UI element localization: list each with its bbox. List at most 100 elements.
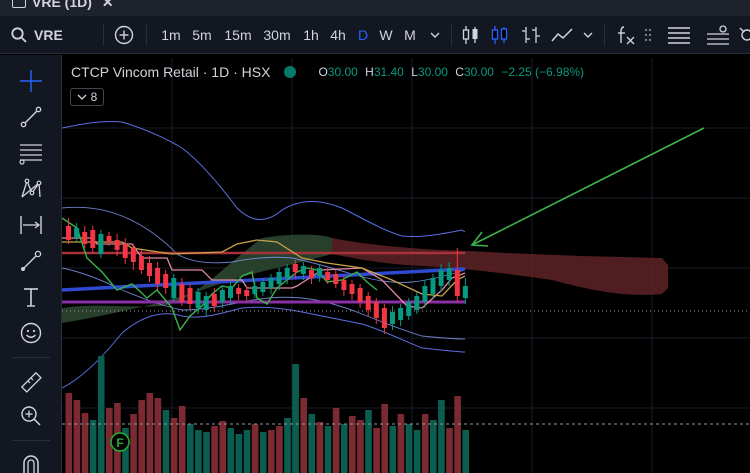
toolbar-divider	[451, 24, 452, 46]
add-symbol-icon	[114, 25, 134, 44]
volume-bar	[170, 418, 178, 473]
symbol-search[interactable]: VRE	[10, 16, 66, 53]
volume-bar	[316, 422, 324, 473]
kijun-line	[62, 239, 466, 297]
chart-pane[interactable]: F CTCP Vincom Retail · 1D · HSX O30.00 H…	[62, 58, 750, 473]
symbol-name: VRE	[34, 26, 63, 43]
candles-button[interactable]	[460, 16, 482, 53]
arrow-annotation[interactable]	[470, 127, 705, 247]
chart-tab-icon	[12, 0, 26, 8]
bars-button[interactable]	[519, 16, 543, 53]
volume-bar	[195, 430, 202, 473]
volume-bar	[389, 426, 397, 473]
top-toolbar: VRE 1m 5m 15m 30m 1h 4h D W M	[0, 16, 750, 54]
interval-1m[interactable]: 1m	[161, 26, 181, 43]
magnet-tool[interactable]	[14, 451, 48, 473]
volume-bar	[454, 396, 461, 473]
volume-bar	[340, 424, 348, 473]
volume-bar	[430, 420, 437, 473]
chart-type-dropdown[interactable]	[581, 16, 595, 53]
candle-body	[74, 228, 80, 238]
line-icon	[551, 27, 573, 41]
candle-body	[284, 268, 290, 278]
volume-bar	[421, 414, 429, 473]
layout-button[interactable]	[704, 16, 732, 53]
pattern-icon	[21, 178, 42, 198]
add-symbol-button[interactable]	[112, 16, 136, 53]
candle-body	[462, 286, 468, 298]
low-label: L	[411, 65, 418, 79]
volume-marker-circle[interactable]	[110, 432, 130, 452]
volume-bar	[73, 400, 81, 473]
drag-handle[interactable]	[642, 16, 654, 53]
ruler-tool[interactable]	[14, 367, 48, 397]
interval-d[interactable]: D	[357, 26, 369, 43]
interval-5m[interactable]: 5m	[192, 26, 212, 43]
volume-bar	[308, 414, 316, 473]
settings-button[interactable]	[738, 16, 750, 53]
volume-bar	[130, 414, 137, 473]
drag-handle-icon	[644, 28, 652, 41]
close-icon[interactable]: ✕	[101, 0, 114, 10]
bollinger-mid-lower	[62, 267, 466, 340]
layout-icon	[707, 24, 729, 45]
candle-body	[268, 278, 274, 288]
menu-button[interactable]	[664, 16, 694, 53]
trend-line-tool[interactable]	[14, 102, 48, 132]
candle-body	[333, 274, 339, 284]
text-tool[interactable]	[14, 282, 48, 312]
interval-m[interactable]: M	[404, 26, 416, 43]
interval-15m[interactable]: 15m	[224, 26, 252, 43]
chart-legend: CTCP Vincom Retail · 1D · HSX O30.00 H31…	[71, 64, 588, 80]
candle-body	[147, 263, 152, 276]
bollinger-upper-band	[62, 121, 466, 237]
toolbar-divider	[604, 24, 605, 46]
volume-bar	[162, 410, 170, 473]
volume-bar	[203, 432, 210, 473]
candle-body	[66, 226, 71, 240]
candle-body	[179, 284, 185, 302]
legend-title[interactable]: CTCP Vincom Retail · 1D · HSX	[71, 64, 271, 80]
interval-w[interactable]: W	[379, 26, 393, 43]
toolbar-divider	[146, 24, 147, 46]
high-label: H	[365, 65, 374, 79]
interval-dropdown[interactable]	[426, 16, 444, 53]
ruler-icon	[20, 371, 42, 393]
zoom-in-icon	[21, 406, 41, 426]
line-chart-button[interactable]	[549, 16, 575, 53]
measure-range-tool[interactable]	[14, 210, 48, 240]
chart-tab[interactable]: VRE (1D) ✕	[0, 0, 114, 10]
emoji-tool[interactable]	[14, 318, 48, 348]
candle-body	[171, 278, 177, 298]
candle-body	[292, 264, 298, 272]
fib-retracement-tool[interactable]	[14, 138, 48, 168]
volume-bar	[324, 426, 332, 473]
candle-body	[390, 312, 395, 324]
brush-tool[interactable]	[14, 246, 48, 276]
candle-body	[155, 268, 161, 284]
settings-icon	[739, 27, 750, 41]
candle-body	[228, 286, 233, 298]
interval-4h[interactable]: 4h	[330, 26, 346, 43]
chevron-down-icon	[583, 32, 593, 38]
interval-1h[interactable]: 1h	[303, 26, 319, 43]
volume-bar	[397, 414, 405, 473]
crosshair-tool[interactable]	[14, 66, 48, 96]
volume-bar	[178, 406, 186, 473]
candle-body	[130, 248, 136, 262]
volume-bar	[243, 430, 251, 473]
zoom-in-tool[interactable]	[14, 401, 48, 431]
indicators-button[interactable]	[614, 16, 638, 53]
measure-range-icon	[20, 216, 42, 234]
price-chart[interactable]: F	[62, 58, 750, 473]
interval-30m[interactable]: 30m	[263, 26, 291, 43]
emoji-icon	[20, 322, 42, 344]
candles-icon	[462, 25, 478, 44]
candle-body	[90, 230, 96, 248]
volume-bar	[292, 364, 299, 473]
pattern-tool[interactable]	[14, 174, 48, 204]
indicators-toggle[interactable]: 8	[70, 88, 104, 106]
change-value: −2.25 (−6.98%)	[501, 65, 585, 79]
indicators-icon	[618, 25, 635, 44]
hollow-candles-button[interactable]	[489, 16, 511, 53]
